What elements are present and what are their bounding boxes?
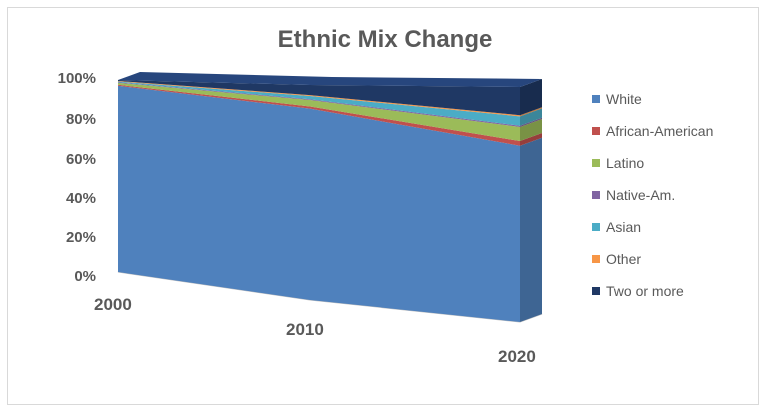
y-tick-label: 60% <box>65 151 96 168</box>
legend-swatch <box>592 223 600 231</box>
legend-label: Native-Am. <box>606 187 676 203</box>
area-series-other <box>118 80 520 117</box>
chart-title: Ethnic Mix Change <box>277 26 493 53</box>
area-side-asian <box>520 108 542 126</box>
legend-label: Asian <box>606 219 642 235</box>
y-tick-label: 0% <box>74 268 96 285</box>
area-side-two-or-more <box>520 79 542 116</box>
legend-swatch <box>592 287 600 295</box>
area-side-native-am <box>520 117 542 127</box>
x-tick-label: 2000 <box>94 295 132 314</box>
area-side-white <box>520 137 542 322</box>
area-side-other <box>520 107 542 117</box>
y-tick-label: 100% <box>57 70 96 87</box>
legend-swatch <box>592 127 600 135</box>
legend-swatch <box>592 95 600 103</box>
y-tick-label: 80% <box>65 111 96 128</box>
area-side-african-american <box>520 133 542 146</box>
area-series-white <box>118 85 520 322</box>
x-tick-label: 2010 <box>286 320 324 339</box>
legend-label: African-American <box>606 123 714 139</box>
legend-swatch <box>592 255 600 263</box>
legend-swatch <box>592 191 600 199</box>
y-tick-label: 40% <box>65 190 96 207</box>
area-series-two-or-more <box>118 80 520 116</box>
x-tick-label: 2020 <box>498 347 536 366</box>
area-side-latino <box>520 118 542 142</box>
area-top-face <box>118 72 542 87</box>
legend-label: White <box>606 91 642 107</box>
legend-label: Two or more <box>606 283 684 299</box>
legend-swatch <box>592 159 600 167</box>
legend-label: Other <box>606 251 642 267</box>
y-tick-label: 20% <box>65 229 96 246</box>
area-series-latino <box>118 82 520 142</box>
legend-label: Latino <box>606 155 645 171</box>
